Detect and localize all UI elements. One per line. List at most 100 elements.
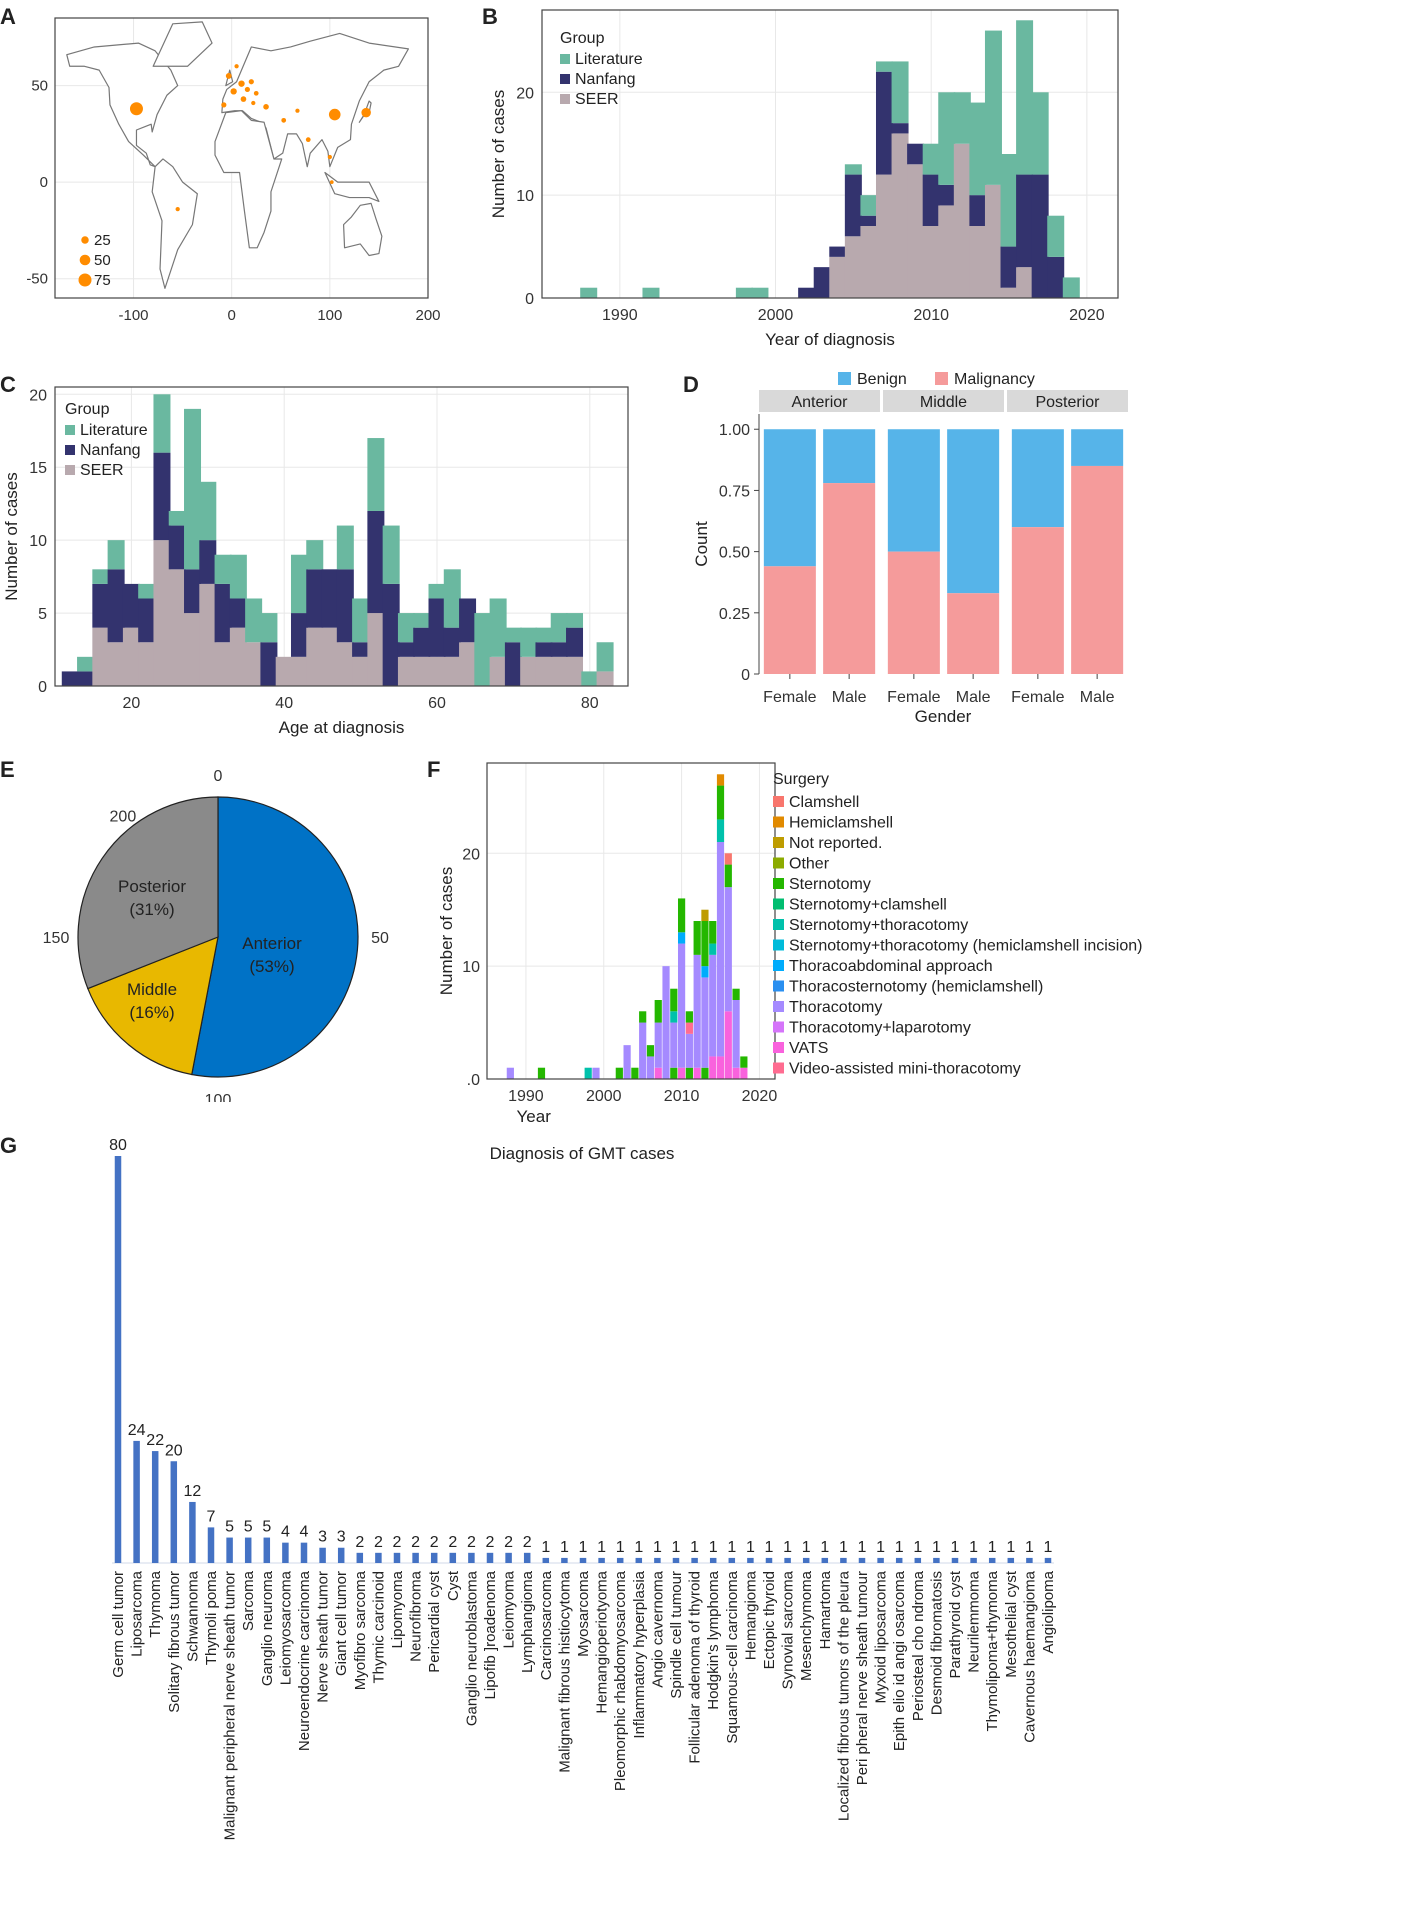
map-point <box>305 137 311 143</box>
g-value-label: 2 <box>393 1534 402 1551</box>
g-bar <box>133 1440 140 1563</box>
b-bar-seer <box>1000 287 1018 298</box>
g-bar <box>189 1501 196 1563</box>
f-bar-segment <box>670 1022 678 1068</box>
map-point <box>238 80 245 87</box>
c-bar-nanfang <box>184 569 202 614</box>
f-bar-segment <box>701 977 709 1068</box>
b-bar-literature <box>875 61 893 72</box>
c-bar-seer <box>566 656 584 686</box>
c-x-tick-label: 40 <box>275 695 293 712</box>
f-bar-segment <box>662 966 670 1079</box>
g-value-label: 1 <box>560 1539 569 1556</box>
c-bar-nanfang <box>77 671 95 686</box>
map-point <box>253 90 259 96</box>
g-category-label: Inflammatory hyperplasia <box>631 1570 648 1738</box>
c-bar-seer <box>336 642 354 686</box>
c-bar-literature <box>443 569 461 628</box>
pie-tick-label: 50 <box>371 930 389 947</box>
d-bar-malignancy <box>1071 465 1124 674</box>
c-y-tick-label: 15 <box>29 460 47 477</box>
b-plot-border <box>541 9 1119 299</box>
location-gender-chart: Benign Malignancy Anterior Female Male Middle… <box>692 371 1128 726</box>
d-y-axis-title: Count <box>692 521 711 567</box>
f-legend-label: Thoracosternotomy (hemiclamshell) <box>789 979 1043 996</box>
map-point <box>221 102 227 108</box>
b-bar-seer <box>938 205 956 298</box>
a-x-tick-label: -100 <box>119 307 149 324</box>
g-bar <box>747 1557 754 1563</box>
g-category-label: Thymoli poma <box>203 1570 220 1665</box>
c-y-axis-title: Number of cases <box>2 472 21 601</box>
c-bar-seer <box>428 656 446 686</box>
g-value-label: 2 <box>504 1534 513 1551</box>
map-point <box>129 102 143 116</box>
a-y-tick-label: 0 <box>40 174 48 191</box>
g-value-label: 5 <box>225 1519 234 1536</box>
g-category-label: Angiolipoma <box>1040 1570 1057 1653</box>
g-category-label: Ganglio neuroma <box>259 1570 276 1686</box>
f-y-tick-label: 10 <box>462 959 480 976</box>
b-bar-literature <box>938 92 956 185</box>
g-category-label: Giant cell tumor <box>333 1571 350 1676</box>
g-value-label: 2 <box>411 1534 420 1551</box>
f-bar-segment <box>740 1067 748 1079</box>
f-bar-segment <box>709 921 717 944</box>
b-bar-literature <box>642 287 660 298</box>
d-bar-malignancy <box>947 593 1000 674</box>
c-bar-nanfang <box>199 540 217 584</box>
b-bar-seer <box>891 133 909 298</box>
g-title: Diagnosis of GMT cases <box>490 1144 675 1163</box>
b-legend-key <box>560 74 570 84</box>
d-facet-label: Anterior <box>791 394 848 411</box>
g-bar <box>468 1552 475 1563</box>
f-bar-segment <box>685 1011 693 1023</box>
g-bar <box>598 1557 605 1563</box>
c-bar-nanfang <box>168 525 186 570</box>
f-bar-segment <box>716 1056 725 1079</box>
c-bar-seer <box>122 627 140 686</box>
d-bar-benign <box>947 429 1000 594</box>
g-category-label: Hemangioperiotyoma <box>594 1570 611 1713</box>
g-bar <box>654 1557 661 1563</box>
c-bar-seer <box>535 656 553 686</box>
b-bar-nanfang <box>922 174 940 226</box>
g-bar <box>375 1552 382 1563</box>
f-bar-segment <box>709 954 717 1057</box>
g-category-label: Periosteal cho ndroma <box>910 1570 927 1721</box>
g-bar <box>821 1557 829 1563</box>
d-x-tick-label: Male <box>832 689 867 706</box>
c-bar-seer <box>413 656 431 686</box>
c-bar-nanfang <box>138 598 156 643</box>
d-facet-strip <box>1007 390 1128 412</box>
b-bar-seer <box>844 236 862 298</box>
d-bar-benign <box>887 429 940 552</box>
f-bar-segment <box>670 1067 678 1079</box>
b-x-tick-label: 1990 <box>602 307 638 324</box>
map-point <box>175 207 180 212</box>
c-legend-title: Group <box>65 401 110 418</box>
panel-label-a: A <box>0 4 16 29</box>
f-bar-segment <box>646 1056 655 1079</box>
d-y-tick-label: 0.50 <box>719 545 750 562</box>
c-bar-seer <box>168 569 186 686</box>
g-value-label: 20 <box>165 1442 183 1459</box>
f-bar-segment <box>615 1067 623 1079</box>
c-bar-nanfang <box>153 452 171 541</box>
c-bar-literature <box>214 554 232 584</box>
f-bar-segment <box>677 943 686 1068</box>
b-bar-seer <box>984 184 1002 298</box>
c-bar-literature <box>474 613 492 686</box>
f-bar-segment <box>631 1067 639 1079</box>
location-pie-chart: Anterior (53%) Middle (16%) Posterior (31%) 0 5… <box>43 768 389 1102</box>
g-value-label: 2 <box>374 1534 383 1551</box>
g-category-label: Myxoid liposarcoma <box>873 1570 890 1703</box>
g-bar <box>412 1552 419 1563</box>
b-legend-title: Group <box>560 30 605 47</box>
g-value-label: 1 <box>969 1539 978 1556</box>
d-legend-label-benign: Benign <box>857 371 907 388</box>
g-value-label: 1 <box>709 1539 718 1556</box>
f-legend-label: Thoracotomy <box>789 999 882 1016</box>
f-legend-key <box>773 1021 784 1033</box>
c-bar-literature <box>199 481 217 541</box>
